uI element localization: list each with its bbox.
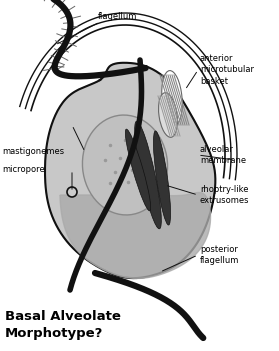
Text: Basal Alveolate
Morphotype?: Basal Alveolate Morphotype?: [5, 310, 121, 340]
Text: anterior
microtubular
basket: anterior microtubular basket: [200, 54, 254, 86]
Ellipse shape: [82, 115, 168, 215]
Ellipse shape: [125, 129, 151, 211]
Ellipse shape: [162, 71, 182, 125]
Ellipse shape: [135, 121, 161, 229]
Text: alveolar
membrane: alveolar membrane: [200, 145, 246, 165]
Text: flagellum: flagellum: [98, 12, 138, 21]
Text: rhoptry-like
extrusomes: rhoptry-like extrusomes: [200, 185, 249, 205]
Text: micropore: micropore: [2, 166, 45, 174]
Circle shape: [67, 187, 77, 197]
Ellipse shape: [153, 131, 170, 225]
Text: posterior
flagellum: posterior flagellum: [200, 245, 239, 265]
Polygon shape: [45, 63, 215, 278]
Ellipse shape: [158, 93, 177, 137]
Text: mastigonemes: mastigonemes: [2, 147, 64, 157]
Polygon shape: [60, 192, 211, 278]
